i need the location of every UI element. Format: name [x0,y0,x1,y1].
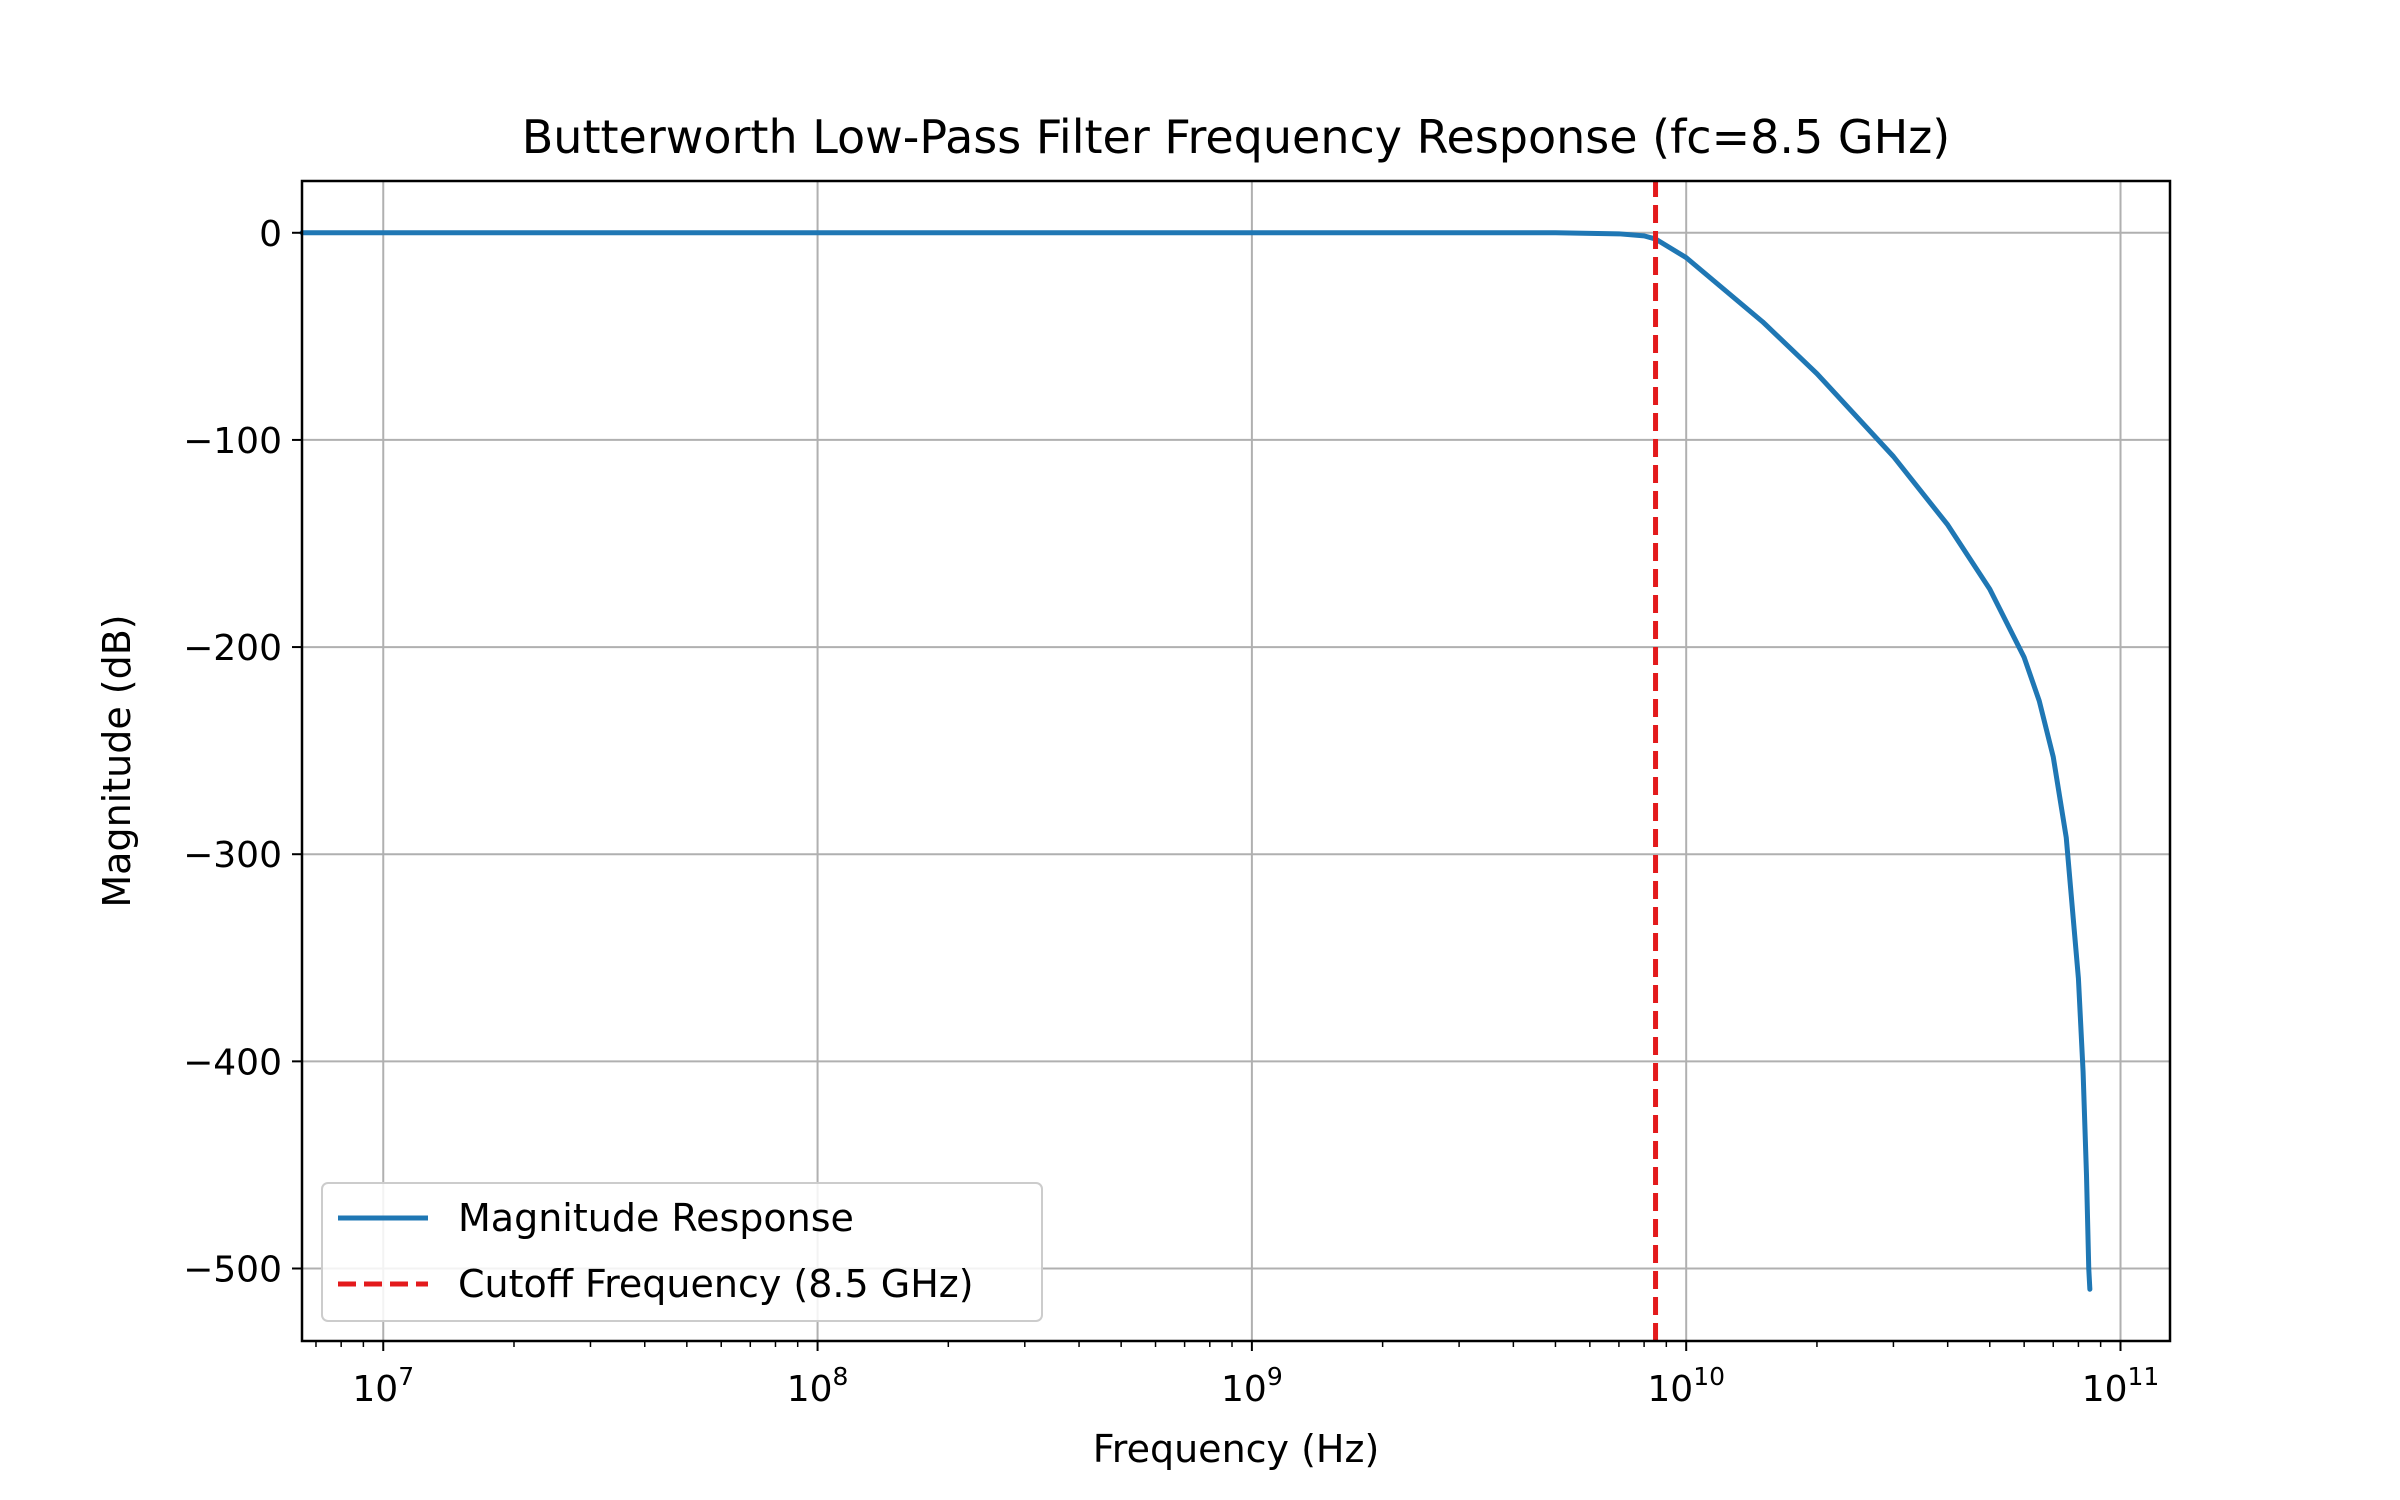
x-tick-label-exponent: 7 [398,1362,414,1391]
x-tick-label-base: 10 [2082,1369,2128,1410]
x-tick-label-exponent: 10 [1693,1362,1725,1391]
series-layer [299,181,2093,1341]
legend: Magnitude Response Cutoff Frequency (8.5… [321,1182,1043,1322]
y-tick-label: −400 [183,1042,282,1083]
x-tick-label: 1011 [2082,1362,2160,1410]
x-tick-label: 107 [352,1362,414,1410]
x-tick-label-base: 10 [1221,1369,1267,1410]
x-tick-label: 108 [787,1362,849,1410]
x-tick-label: 1010 [1647,1362,1725,1410]
legend-label-cutoff: Cutoff Frequency (8.5 GHz) [458,1262,974,1306]
y-axis-title: Magnitude (dB) [95,614,139,907]
y-tick-label: −500 [183,1250,282,1291]
y-tick-label: 0 [259,214,282,255]
x-tick-label: 109 [1221,1362,1283,1410]
y-tick-label: −300 [183,835,282,876]
series-magnitude-response-line [299,230,2093,1292]
y-tick-label: −100 [183,421,282,462]
x-tick-label-exponent: 8 [833,1362,849,1391]
x-tick-label-base: 10 [787,1369,833,1410]
x-axis-title: Frequency (Hz) [1093,1427,1380,1471]
x-tick-label-exponent: 11 [2128,1362,2160,1391]
legend-label-magnitude: Magnitude Response [458,1196,854,1240]
x-tick-label-base: 10 [352,1369,398,1410]
y-tick-label: −200 [183,628,282,669]
x-tick-label-base: 10 [1647,1369,1693,1410]
legend-box [321,1182,1043,1322]
plot-frame [300,179,2172,1343]
grid [302,181,2170,1341]
chart-title: Butterworth Low-Pass Filter Frequency Re… [522,110,1951,164]
x-tick-label-exponent: 9 [1267,1362,1283,1391]
